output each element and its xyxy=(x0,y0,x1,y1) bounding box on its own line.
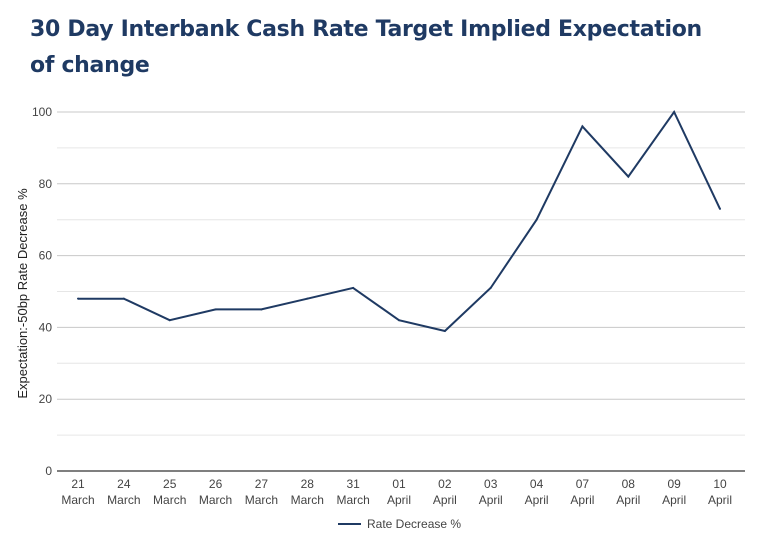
data-point xyxy=(443,329,446,332)
x-axis-ticks: 21 March 24 March 25 March 26 March 27 March 28 Mar… xyxy=(61,477,732,507)
data-point xyxy=(214,308,217,311)
data-point xyxy=(719,207,721,210)
data-point xyxy=(581,125,584,128)
x-tick-label: 25 March xyxy=(153,477,186,507)
legend-label: Rate Decrease % xyxy=(367,517,461,531)
x-tick-label: 08 April xyxy=(616,477,640,507)
legend: Rate Decrease % xyxy=(338,517,461,531)
x-tick-label: 04 April xyxy=(525,477,549,507)
data-point xyxy=(168,319,171,322)
data-point xyxy=(77,297,79,300)
data-point xyxy=(535,218,538,221)
y-axis-ticks: 0 20 40 60 80 100 xyxy=(32,105,52,478)
data-point xyxy=(398,319,400,322)
x-tick-label: 02 April xyxy=(433,477,457,507)
x-tick-label: 31 March xyxy=(336,477,369,507)
x-tick-label: 24 March xyxy=(107,477,140,507)
y-tick-label: 0 xyxy=(45,464,52,478)
x-tick-label: 28 March xyxy=(291,477,324,507)
x-tick-label: 27 March xyxy=(245,477,278,507)
chart-title: 30 Day Interbank Cash Rate Target Implie… xyxy=(30,17,702,78)
data-point xyxy=(306,297,309,300)
data-point xyxy=(489,286,492,289)
data-point xyxy=(352,286,355,289)
y-tick-label: 100 xyxy=(32,105,52,119)
x-tick-label: 01 April xyxy=(387,477,411,507)
y-tick-label: 80 xyxy=(39,177,53,191)
y-tick-label: 20 xyxy=(39,392,53,406)
data-point xyxy=(260,308,263,311)
x-tick-label: 26 March xyxy=(199,477,232,507)
y-axis-label: Expectation:-50bp Rate Decrease % xyxy=(15,188,30,399)
grid-lines xyxy=(57,111,745,436)
x-tick-label: 09 April xyxy=(662,477,686,507)
x-tick-label: 03 April xyxy=(479,477,503,507)
series-group xyxy=(77,110,721,333)
x-tick-label: 07 April xyxy=(570,477,594,507)
data-point xyxy=(673,111,676,113)
y-tick-label: 40 xyxy=(39,320,53,334)
data-point xyxy=(627,175,630,178)
x-tick-label: 10 April xyxy=(708,477,732,507)
x-tick-label: 21 March xyxy=(61,477,94,507)
data-point xyxy=(122,297,125,300)
series-line xyxy=(78,110,721,333)
y-tick-label: 60 xyxy=(39,249,53,263)
